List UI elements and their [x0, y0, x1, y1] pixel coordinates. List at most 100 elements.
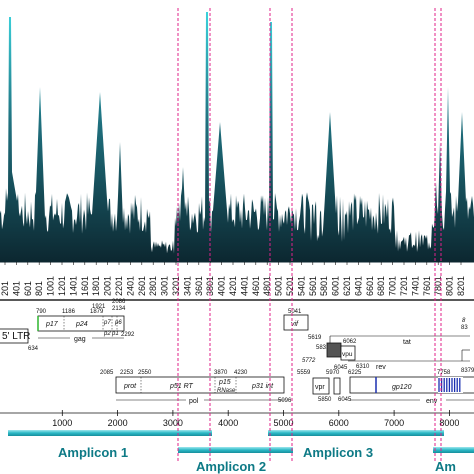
position-label: 7401 [410, 276, 420, 296]
vif-label: vif [291, 321, 299, 328]
vpu-label: vpu [342, 351, 353, 358]
position-label: 8201 [456, 276, 466, 296]
position-label: 801 [34, 281, 44, 296]
position-label: 7801 [433, 276, 443, 296]
gag-num-790: 790 [36, 309, 47, 315]
amplicon-2-label: Amplicon 2 [196, 459, 266, 474]
env-gp41-stripes [438, 378, 461, 392]
pol-p15: p15 [218, 379, 231, 386]
position-label: 1801 [91, 276, 101, 296]
position-label: 7601 [422, 276, 432, 296]
position-label: 6601 [365, 276, 375, 296]
pol-rnase: RNase [217, 388, 236, 394]
vif-box [283, 314, 309, 331]
pol-num-3870: 3870 [214, 370, 228, 376]
pol-num-5096: 5096 [278, 398, 292, 404]
vpr-label: vpr [315, 384, 325, 391]
gag-num-1186: 1186 [62, 309, 76, 315]
pol-label: pol [189, 398, 199, 405]
pol-p51-rt: p51 RT [169, 383, 194, 390]
position-label: 2601 [137, 276, 147, 296]
tat-num-5831: 5831 [316, 345, 330, 351]
coverage-position-labels: 201 401 601 801 1001 1201 1401 1601 1801 2001 2201… [0, 262, 466, 296]
pol-num-2085: 2085 [100, 370, 114, 376]
position-label: 4401 [239, 276, 249, 296]
ltr-label: 5' LTR [2, 331, 30, 342]
vpu-box [340, 345, 356, 361]
position-label: 6201 [342, 276, 352, 296]
position-label: 5601 [308, 276, 318, 296]
vpu-end: 6310 [356, 364, 370, 370]
position-label: 1201 [57, 276, 67, 296]
position-label: 5001 [274, 276, 284, 296]
position-label: 601 [23, 281, 33, 296]
axis-tick-label: 6000 [329, 418, 349, 428]
coverage-plot [0, 12, 474, 263]
position-label: 3201 [171, 276, 181, 296]
env-label: env [426, 398, 438, 405]
position-label: 201 [0, 281, 10, 296]
coverage-area [0, 12, 474, 262]
position-label: 7001 [388, 276, 398, 296]
right-clipped-number-1: 8 [462, 318, 466, 324]
position-label: 4201 [228, 276, 238, 296]
gag-num-2134: 2134 [112, 306, 126, 312]
axis-tick-label: 5000 [273, 418, 293, 428]
pol-num-4230: 4230 [234, 370, 248, 376]
position-label: 4001 [217, 276, 227, 296]
vpu-start: 6045 [334, 365, 348, 371]
position-label: 4601 [251, 276, 261, 296]
position-label: 3601 [194, 276, 204, 296]
vpu-num-6062: 6062 [343, 339, 357, 345]
axis-ticks: 1000 2000 3000 4000 5000 6000 7000 8000 [52, 410, 459, 428]
gag-num-1879: 1879 [90, 309, 104, 315]
env-gp120: gp120 [392, 384, 412, 391]
env-num-7758: 7758 [437, 370, 451, 376]
vif-end: 5619 [308, 335, 322, 341]
vpu-dark-box [326, 342, 342, 358]
amplicon-1-bar [8, 430, 212, 436]
amplicons: Amplicon 1 Amplicon 2 Amplicon 3 Am [8, 430, 474, 474]
amplicon-2-bar [178, 447, 293, 453]
pol-prot: prot [123, 383, 137, 390]
gag-p7: p7 [103, 320, 111, 326]
position-label: 2201 [114, 276, 124, 296]
position-label: 1401 [68, 276, 78, 296]
axis-tick-label: 7000 [384, 418, 404, 428]
right-clipped-number-2: 83 [461, 325, 468, 331]
vpr-box [312, 377, 330, 395]
position-label: 6401 [353, 276, 363, 296]
pol-box [115, 376, 285, 394]
gag-p24: p24 [75, 321, 88, 328]
gag-p17: p17 [45, 321, 59, 328]
position-label: 3401 [182, 276, 192, 296]
position-label: 3001 [160, 276, 170, 296]
position-label: 6001 [331, 276, 341, 296]
amplicon-4-bar [433, 447, 474, 453]
position-label: 5201 [285, 276, 295, 296]
genome-axis: 1000 2000 3000 4000 5000 6000 7000 8000 [0, 410, 474, 428]
axis-tick-label: 8000 [439, 418, 459, 428]
position-label: 5401 [296, 276, 306, 296]
position-label: 4801 [262, 276, 272, 296]
gag-p6: p6 [114, 320, 122, 326]
position-label: 5801 [319, 276, 329, 296]
amplicon-3-bar [268, 430, 444, 436]
amplicon-1-label: Amplicon 1 [58, 445, 128, 460]
axis-tick-label: 3000 [163, 418, 183, 428]
gag-num-1921: 1921 [92, 304, 106, 310]
tat-num-5772: 5772 [302, 358, 316, 364]
tat-label: tat [403, 339, 411, 346]
position-label: 6801 [376, 276, 386, 296]
gag-p2: p2 [103, 331, 111, 337]
gag-num-2292: 2292 [121, 332, 135, 338]
position-label: 7201 [399, 276, 409, 296]
position-label: 401 [11, 281, 21, 296]
vif-start: 5041 [288, 309, 302, 315]
ltr-end-number: 634 [28, 346, 39, 352]
position-label: 2401 [125, 276, 135, 296]
vpr-end: 5850 [318, 397, 332, 403]
position-label: 1601 [80, 276, 90, 296]
